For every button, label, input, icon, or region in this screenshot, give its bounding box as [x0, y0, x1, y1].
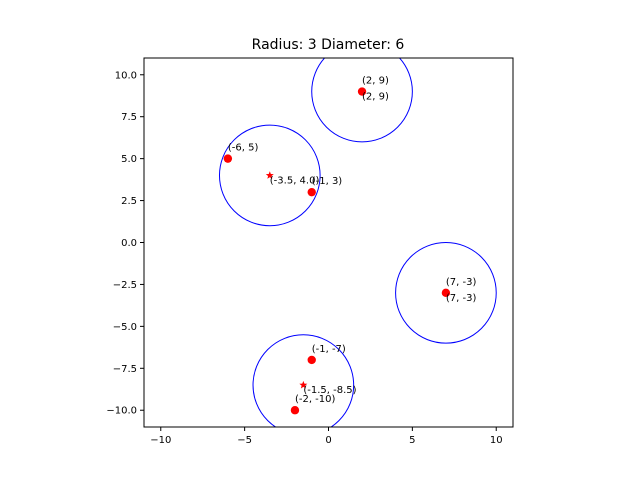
point-label: (-6, 5): [228, 143, 259, 154]
y-tick-label: −10.0: [106, 406, 137, 417]
center-label: (-3.5, 4.0): [270, 175, 320, 186]
x-tick-label: 0: [325, 435, 331, 446]
y-tick-label: 5.0: [121, 154, 137, 165]
y-tick-label: 2.5: [121, 196, 137, 207]
range-circle: [395, 242, 497, 344]
y-tick-label: −2.5: [113, 280, 137, 291]
center-label: (7, -3): [446, 293, 477, 304]
y-tick-label: 0.0: [121, 238, 137, 249]
x-tick-label: −5: [237, 435, 252, 446]
axes-frame: [143, 57, 514, 428]
circle-group: [218, 58, 497, 427]
point-label: (-2, -10): [295, 394, 336, 405]
data-point: [307, 355, 316, 365]
center-label: (2, 9): [362, 92, 389, 103]
x-tick-label: −10: [150, 435, 171, 446]
y-tick-label: 7.5: [121, 112, 137, 123]
center-star: [358, 87, 367, 95]
y-tick-label: 10.0: [115, 70, 137, 81]
plot-area: (-6, 5) (-1, 3) (2, 9) (7, -3) (-1, -7) (-2, …: [106, 57, 514, 446]
center-star: [265, 171, 274, 179]
x-tick-label: 10: [490, 435, 503, 446]
y-tick-label: −7.5: [113, 364, 137, 375]
data-point: [307, 187, 316, 197]
data-point: [223, 154, 233, 163]
center-label: (-1.5, -8.5): [303, 385, 356, 396]
range-circle: [218, 124, 321, 227]
range-circle: [311, 58, 413, 143]
center-star: [441, 288, 450, 297]
x-tick-label: 5: [409, 435, 415, 446]
point-label: (-1, -7): [312, 344, 346, 355]
point-label: (7, -3): [446, 277, 477, 288]
point-label: (-1, 3): [312, 176, 343, 187]
y-tick-label: −5.0: [113, 322, 137, 333]
data-point: [290, 406, 300, 415]
chart-title: Radius: 3 Diameter: 6: [252, 37, 405, 53]
center-star: [299, 380, 308, 389]
point-label: (2, 9): [362, 76, 389, 87]
range-circle: [252, 334, 355, 427]
